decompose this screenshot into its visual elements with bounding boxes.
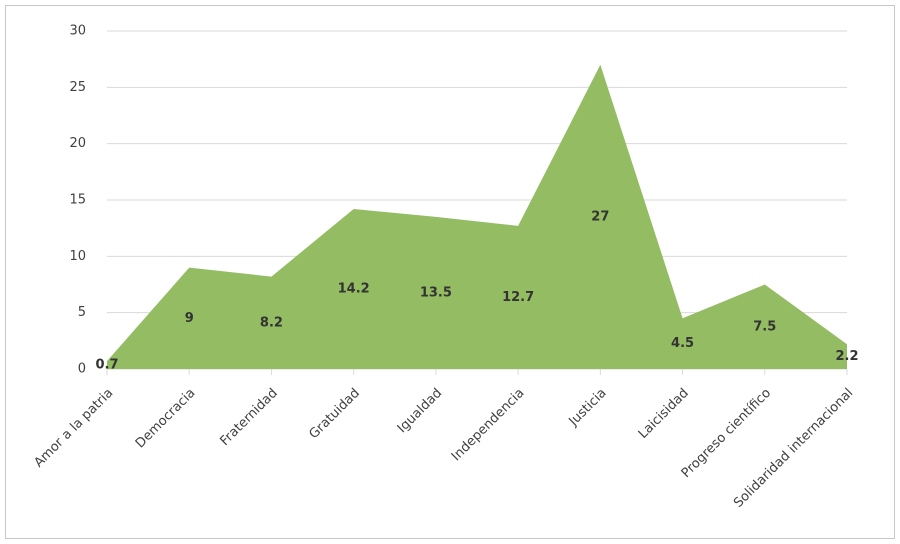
y-tick-label: 0	[78, 362, 86, 377]
y-tick-label: 20	[69, 136, 86, 151]
value-label: 0.7	[95, 358, 118, 373]
value-label: 8.2	[260, 315, 283, 330]
y-tick-label: 30	[69, 24, 86, 39]
y-tick-label: 5	[78, 305, 86, 320]
y-tick-label: 10	[69, 249, 86, 264]
value-label: 13.5	[420, 285, 452, 300]
value-label: 9	[185, 311, 194, 326]
y-tick-label: 25	[69, 80, 86, 95]
value-label: 12.7	[502, 290, 534, 305]
value-label: 7.5	[753, 319, 776, 334]
value-label: 4.5	[671, 336, 694, 351]
value-label: 27	[591, 209, 609, 224]
y-tick-label: 15	[69, 193, 86, 208]
value-label: 14.2	[338, 282, 370, 297]
value-label: 2.2	[835, 349, 858, 364]
area	[107, 64, 847, 370]
